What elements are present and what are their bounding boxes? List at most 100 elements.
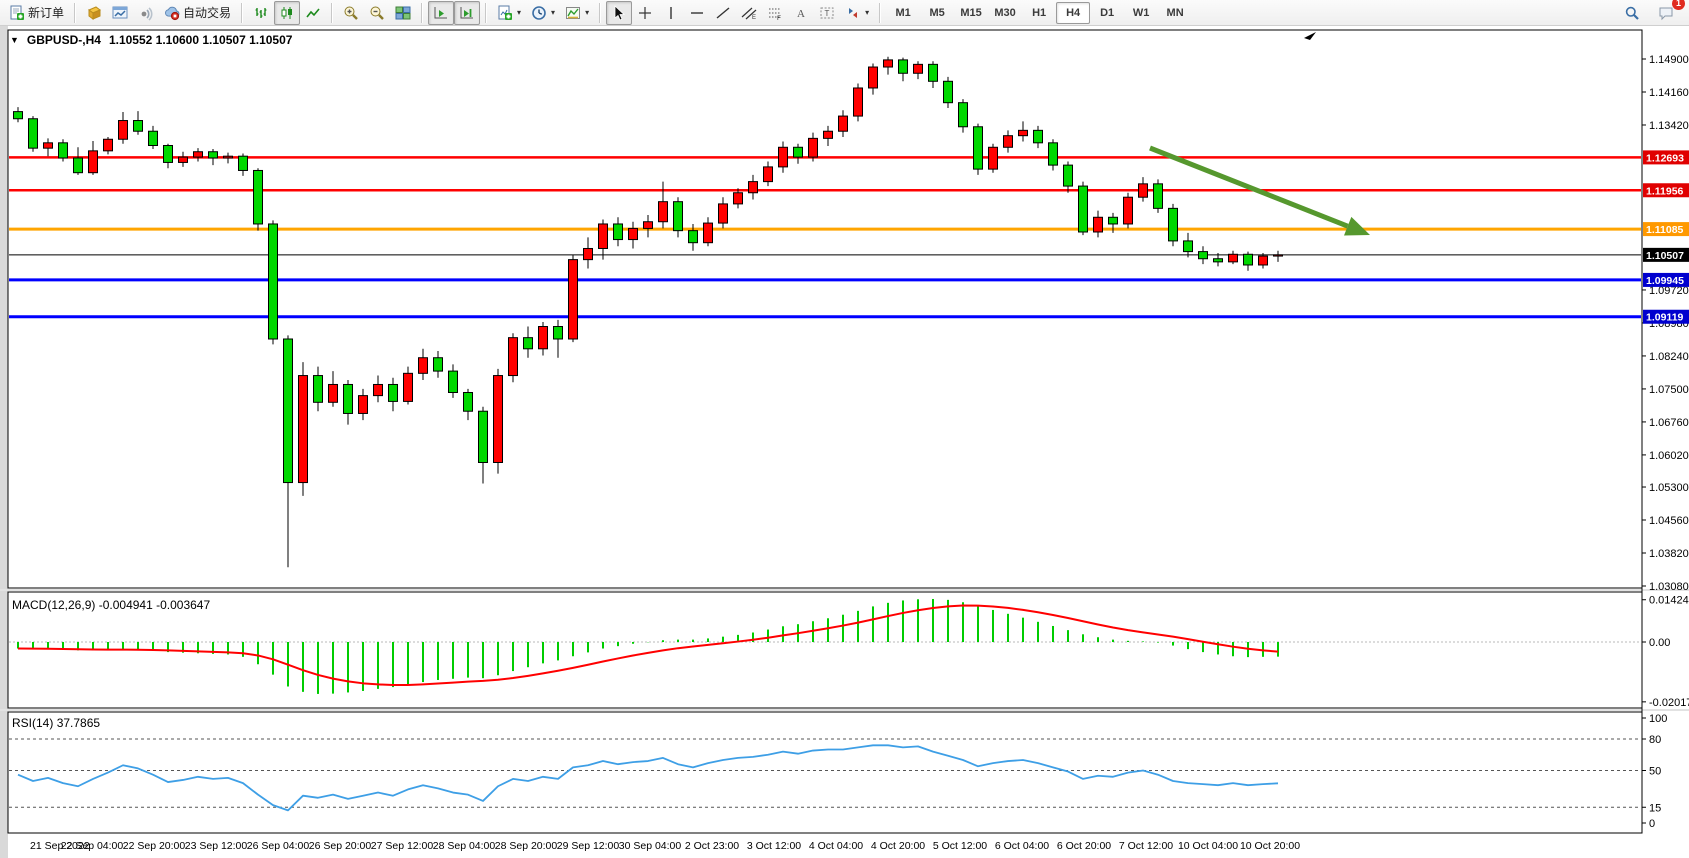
candlestick-chart-button[interactable] [274, 0, 301, 25]
tile-windows-button[interactable] [390, 1, 416, 25]
arrows-button[interactable]: ▾ [840, 1, 874, 25]
pane-splitter[interactable] [0, 709, 1689, 711]
zoom-out-button[interactable] [364, 1, 390, 25]
price-chart[interactable]: 1.149001.141601.134201.097201.089801.082… [0, 26, 1689, 858]
line-chart-button[interactable] [300, 1, 326, 25]
text-button[interactable]: A [788, 1, 814, 25]
candle-body [1063, 164, 1073, 187]
timeframe-m15-button[interactable]: M15 [960, 6, 982, 19]
trend-arrow-annotation[interactable] [1149, 145, 1349, 229]
equidistant-channel-button[interactable]: E [736, 1, 762, 25]
svg-text:T: T [825, 9, 830, 18]
time-axis-label: 26 Sep 20:00 [309, 840, 372, 852]
search-button[interactable] [1619, 1, 1645, 25]
price-tag [1643, 222, 1689, 237]
main-price-pane[interactable] [7, 29, 1643, 589]
candle-body [688, 230, 698, 244]
cursor-icon [611, 4, 627, 21]
crosshair-icon [637, 5, 653, 21]
candle-body [598, 223, 608, 249]
time-axis-label: 2 Oct 23:00 [685, 840, 739, 852]
candle-body [1168, 207, 1178, 242]
market-watch-button[interactable] [81, 1, 107, 25]
vertical-line-button[interactable] [658, 1, 684, 25]
notifications-button[interactable]: 1 [1653, 0, 1685, 25]
trendline-button[interactable] [710, 1, 736, 25]
toolbar-group-3 [338, 1, 416, 25]
timeframe-w1-button[interactable]: W1 [1132, 6, 1150, 19]
text-label-button[interactable]: T [814, 1, 840, 25]
price-tag [1643, 309, 1689, 324]
signals-button[interactable] [133, 1, 159, 25]
time-axis-label: 29 Sep 12:00 [557, 840, 620, 852]
chart-shift-button[interactable] [454, 0, 481, 25]
time-axis-label: 6 Oct 20:00 [1057, 840, 1111, 852]
candle-body [193, 151, 203, 158]
candle-body [103, 138, 113, 152]
pane-splitter[interactable] [0, 589, 1689, 591]
tile-windows-icon [395, 5, 411, 21]
candle-body [1003, 135, 1013, 148]
bar-chart-button[interactable] [248, 1, 274, 25]
toolbar-separator [331, 2, 334, 23]
candle-body [283, 338, 293, 484]
rsi-axis-label: 100 [1649, 713, 1667, 725]
new-order-button[interactable]: 新订单 [4, 1, 69, 25]
fibonacci-button[interactable]: F [762, 1, 788, 25]
candle-body [808, 137, 818, 158]
candle-body [553, 326, 563, 340]
dropdown-arrow-icon[interactable]: ▾ [865, 8, 870, 17]
timeframe-d1-button[interactable]: D1 [1100, 6, 1115, 19]
candle-body [208, 151, 218, 159]
candle-body [493, 375, 503, 463]
dropdown-arrow-icon[interactable]: ▾ [585, 8, 590, 17]
rsi-pane[interactable] [7, 711, 1643, 834]
chart-window[interactable]: 1.14900 1.14160 1.13420 1.09720 1.08980 1.082… [0, 26, 1689, 858]
candle-body [583, 247, 593, 261]
candlestick-icon [279, 5, 295, 21]
timeframe-h1-button[interactable]: H1 [1032, 6, 1047, 19]
candle-body [163, 144, 173, 163]
toolbar-separator [421, 2, 424, 23]
toolbar-group-5: ▾ ▾ ▾ [492, 1, 594, 25]
candle-body [898, 59, 908, 74]
auto-scroll-icon [433, 5, 449, 21]
toolbar-separator [74, 2, 77, 23]
new-chart-button[interactable]: ▾ [492, 1, 526, 25]
zoom-in-button[interactable] [338, 1, 364, 25]
profiles-button[interactable] [107, 1, 133, 25]
horizontal-line-button[interactable] [684, 1, 710, 25]
macd-pane[interactable] [7, 591, 1643, 709]
dropdown-arrow-icon[interactable]: ▾ [517, 8, 522, 17]
candle-body [58, 142, 68, 159]
candle-body [838, 115, 848, 132]
toolbar-separator [485, 2, 488, 23]
candle-body [943, 80, 953, 104]
dropdown-arrow-icon[interactable]: ▾ [551, 8, 556, 17]
macd-axis-label: 0.00 [1649, 637, 1670, 649]
periods-button[interactable]: ▾ [526, 1, 560, 25]
timeframe-m30-button[interactable]: M30 [994, 6, 1016, 19]
timeframe-h4-button[interactable]: H4 [1056, 1, 1091, 24]
candle-body [268, 223, 278, 340]
candle-body [418, 357, 428, 374]
price-tag-label: 1.12693 [1646, 152, 1684, 164]
chat-icon [1658, 5, 1674, 21]
timeframe-m5-button[interactable]: M5 [929, 6, 945, 19]
auto-scroll-button[interactable] [428, 0, 455, 25]
timeframe-m1-button[interactable]: M1 [895, 6, 911, 19]
svg-text:E: E [752, 15, 756, 21]
autotrading-button-label: 自动交易 [183, 6, 232, 20]
vline-icon [663, 5, 679, 21]
new-chart-icon [497, 5, 513, 21]
chart-shift-icon [459, 5, 475, 21]
chart-profile-icon [112, 5, 128, 21]
timeframe-mn-button[interactable]: MN [1166, 6, 1184, 19]
templates-button[interactable]: ▾ [560, 1, 594, 25]
cursor-button[interactable] [606, 0, 633, 25]
crosshair-button[interactable] [632, 1, 658, 25]
candle-body [478, 410, 488, 463]
autotrading-button[interactable]: 自动交易 [159, 1, 236, 25]
candle-body [718, 203, 728, 224]
price-tag-label: 1.09119 [1646, 312, 1684, 324]
